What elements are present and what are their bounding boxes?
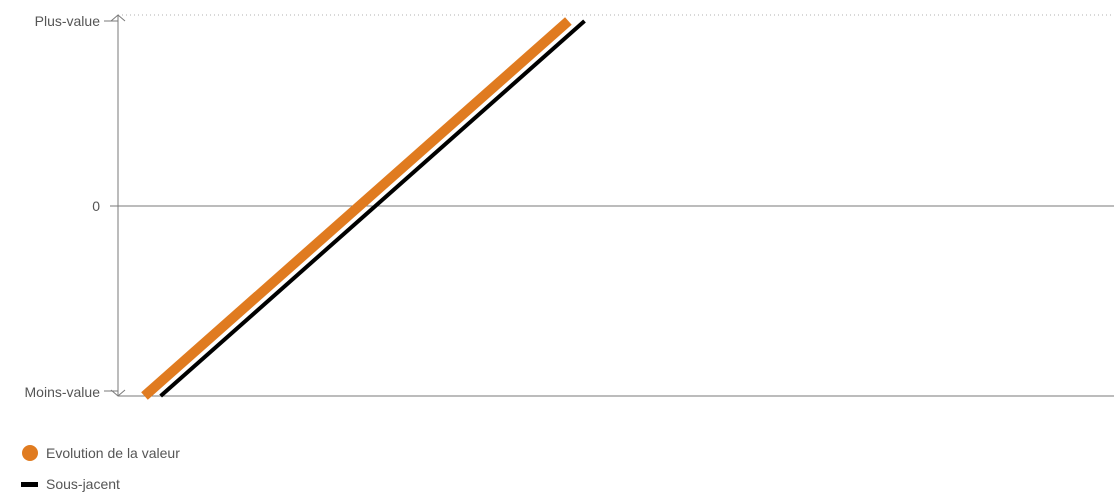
y-tick-label-zero: 0 (92, 198, 100, 214)
series-line-sous-jacent (159, 19, 586, 398)
y-tick-label-bottom: Moins-value (25, 384, 101, 400)
legend: Evolution de la valeur Sous-jacent (21, 445, 180, 492)
legend-label-sous-jacent: Sous-jacent (46, 476, 120, 492)
series-layer (141, 17, 586, 400)
series-line-evolution (141, 17, 572, 400)
y-axis-down-arrow-icon (110, 389, 126, 397)
black-bar-icon (21, 482, 38, 487)
y-tick-label-top: Plus-value (35, 13, 101, 29)
legend-label-evolution: Evolution de la valeur (46, 445, 180, 461)
y-axis-up-arrow-icon (110, 14, 126, 22)
orange-circle-icon (22, 445, 38, 461)
